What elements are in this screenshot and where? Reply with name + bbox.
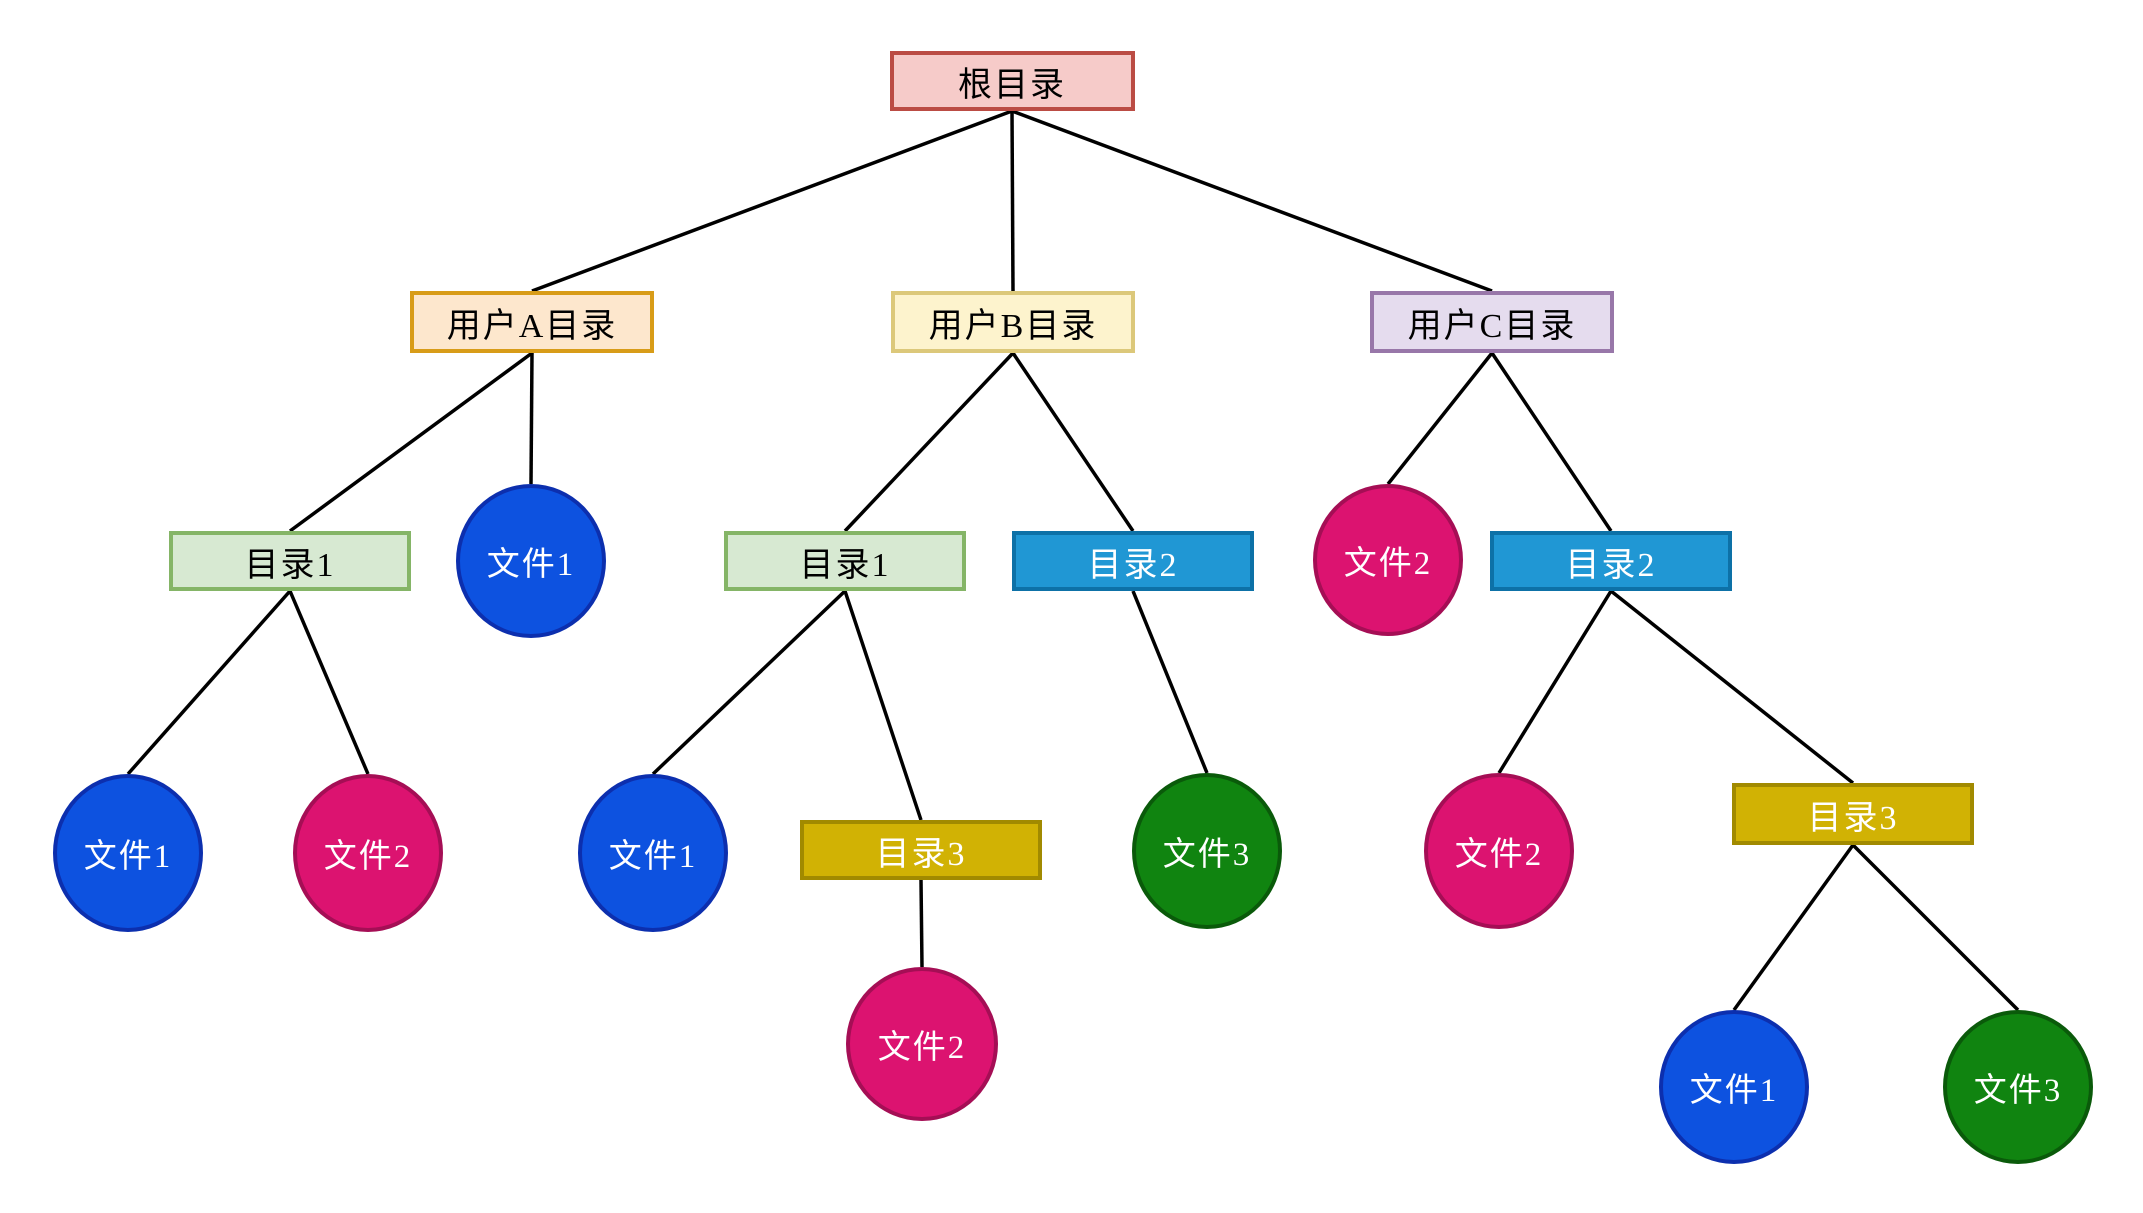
tree-node-c-dir2: 目录2 bbox=[1490, 531, 1732, 591]
tree-node-userC: 用户C目录 bbox=[1370, 291, 1614, 353]
tree-edge-userA-a-file1 bbox=[529, 352, 534, 485]
tree-edge-userC-c-file2 bbox=[1386, 351, 1494, 486]
tree-node-a1-file2: 文件2 bbox=[293, 774, 443, 932]
tree-node-c2-file2: 文件2 bbox=[1424, 773, 1574, 929]
tree-node-userB: 用户B目录 bbox=[891, 291, 1135, 353]
tree-edge-userA-a-dir1 bbox=[288, 351, 534, 533]
tree-node-c3-file1: 文件1 bbox=[1659, 1010, 1809, 1164]
tree-edge-b-dir1-b1-file1 bbox=[651, 589, 847, 776]
tree-edge-userB-b-dir2 bbox=[1011, 352, 1135, 532]
tree-node-b1-dir3: 目录3 bbox=[800, 820, 1042, 880]
tree-edge-root-userA bbox=[531, 109, 1013, 293]
tree-node-c-file2: 文件2 bbox=[1313, 484, 1463, 636]
tree-node-b-dir1: 目录1 bbox=[724, 531, 966, 591]
tree-node-userA: 用户A目录 bbox=[410, 291, 654, 353]
tree-edge-b-dir1-b1-dir3 bbox=[843, 590, 923, 821]
tree-edge-c-dir2-c2-dir3 bbox=[1609, 589, 1855, 785]
tree-edge-root-userC bbox=[1011, 109, 1493, 293]
tree-node-root: 根目录 bbox=[889, 51, 1135, 111]
tree-node-b2-file3: 文件3 bbox=[1132, 773, 1282, 929]
tree-edge-a-dir1-a1-file1 bbox=[126, 589, 292, 776]
tree-node-a1-file1: 文件1 bbox=[53, 774, 203, 932]
tree-node-c3-file3: 文件3 bbox=[1943, 1010, 2093, 1164]
tree-edge-userB-b-dir1 bbox=[843, 351, 1015, 533]
tree-edge-root-userB bbox=[1010, 110, 1015, 292]
tree-node-b-dir2: 目录2 bbox=[1012, 531, 1254, 591]
tree-node-b1-file1: 文件1 bbox=[578, 774, 728, 932]
tree-node-c2-dir3: 目录3 bbox=[1732, 783, 1974, 845]
tree-edge-userC-c-dir2 bbox=[1490, 352, 1613, 532]
tree-edge-b-dir2-b2-file3 bbox=[1131, 590, 1209, 774]
tree-node-b3-file2: 文件2 bbox=[846, 967, 998, 1121]
tree-edge-c2-dir3-c3-file1 bbox=[1732, 843, 1855, 1012]
tree-node-a-dir1: 目录1 bbox=[169, 531, 411, 591]
tree-edge-c2-dir3-c3-file3 bbox=[1851, 843, 2020, 1012]
tree-edge-b1-dir3-b3-file2 bbox=[919, 879, 924, 968]
tree-edge-a-dir1-a1-file2 bbox=[288, 590, 370, 775]
tree-edge-c-dir2-c2-file2 bbox=[1497, 590, 1613, 774]
tree-node-a-file1: 文件1 bbox=[456, 484, 606, 638]
